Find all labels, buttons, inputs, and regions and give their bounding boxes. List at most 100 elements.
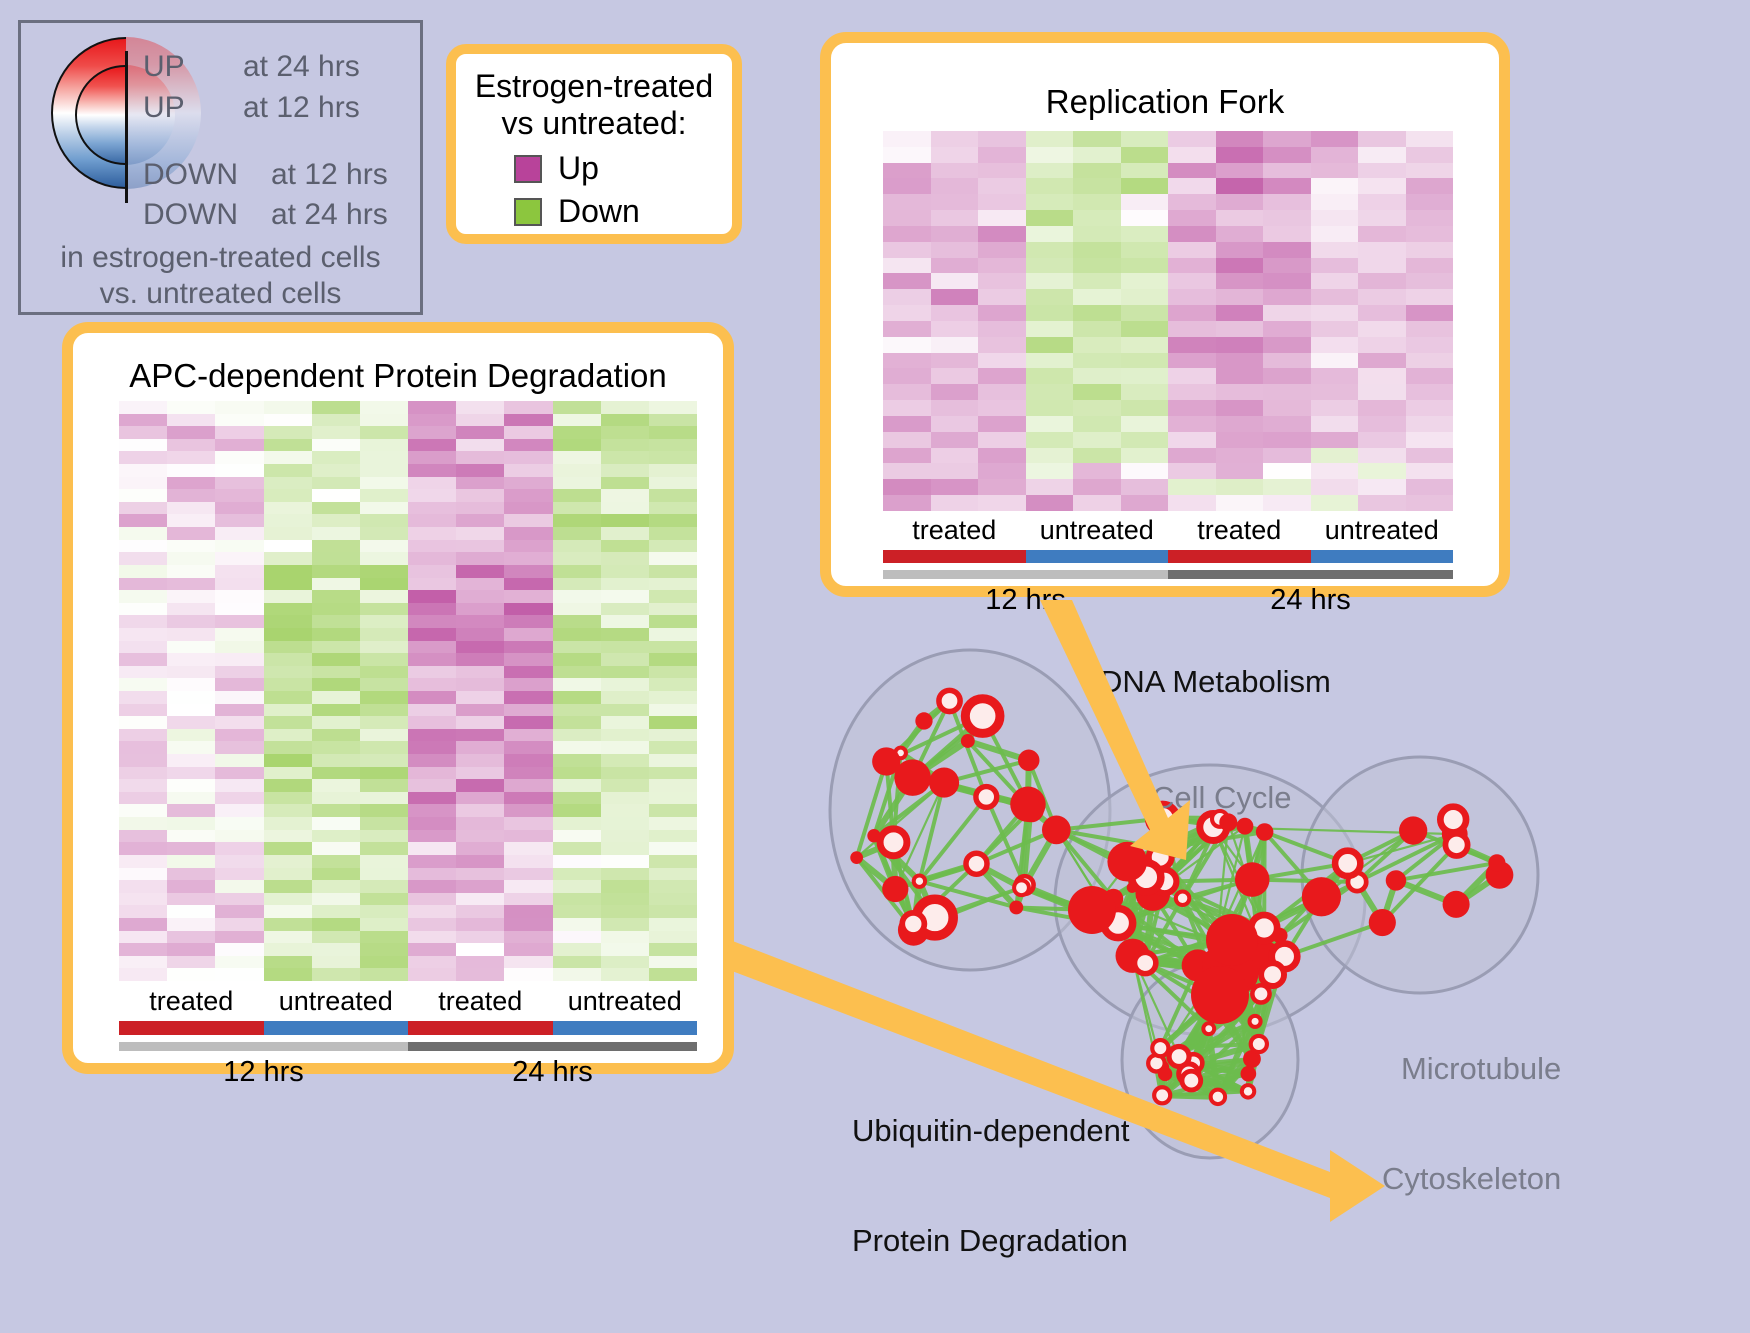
legend-row-down: Down (514, 193, 640, 230)
network-node (1440, 807, 1466, 833)
network-node (867, 829, 880, 842)
condition-segment-untreated-1 (1026, 550, 1169, 563)
network-node (894, 759, 931, 796)
panel-replication-fork: Replication Fork treated untreated treat… (820, 32, 1510, 597)
network-node (1154, 1087, 1170, 1103)
network-node (915, 712, 932, 729)
network-node (902, 913, 924, 935)
time-segment-24-hrs (408, 1042, 697, 1051)
network-node (965, 699, 1000, 734)
network-node (1302, 877, 1341, 916)
cond-label-treated-24: treated (1168, 515, 1311, 546)
network-node (1235, 862, 1270, 897)
condition-segment-untreated-1 (264, 1021, 409, 1035)
network-node (1018, 750, 1039, 771)
wheel-time-down-12: at 12 hrs (271, 158, 388, 192)
cond-label-untreated-12: untreated (264, 986, 409, 1017)
time-label-12hrs: 12 hrs (119, 1056, 408, 1089)
updown-legend-box: Estrogen-treated vs untreated: Up Down (446, 44, 742, 244)
wheel-divider (125, 51, 128, 203)
legend-row-up: Up (514, 150, 599, 187)
network-node (1206, 914, 1258, 966)
network-node (966, 853, 987, 874)
network-node (1127, 882, 1138, 893)
wheel-time-up-24: at 24 hrs (243, 50, 360, 84)
network-node (882, 876, 908, 902)
network-node (1445, 834, 1467, 856)
condition-segment-treated-2 (1168, 550, 1311, 563)
network-node (1242, 1085, 1254, 1097)
time-label-24hrs: 24 hrs (408, 1056, 697, 1089)
wheel-label-down-24: DOWN (143, 198, 238, 232)
condition-segment-untreated-3 (553, 1021, 698, 1035)
microtubule-line2: Cytoskeleton (1382, 1161, 1561, 1198)
network-node (1191, 966, 1249, 1024)
updown-legend-title: Estrogen-treated vs untreated: (456, 68, 732, 142)
cond-label-treated-12: treated (119, 986, 264, 1017)
wheel-time-down-24: at 24 hrs (271, 198, 388, 232)
panel-apc-degradation: APC-dependent Protein Degradation treate… (62, 322, 734, 1074)
network-node (1211, 1090, 1225, 1104)
network-node (914, 875, 925, 886)
network-node (1251, 1036, 1267, 1052)
panel-title-apc: APC-dependent Protein Degradation (73, 357, 723, 395)
time-segment-12-hrs (119, 1042, 408, 1051)
wheel-label-down-12: DOWN (143, 158, 238, 192)
network-node (939, 690, 960, 711)
updown-title-line1: Estrogen-treated (456, 68, 732, 105)
panel-title-replication-fork: Replication Fork (831, 83, 1499, 121)
network-node (1068, 886, 1116, 934)
heatmap-replication-fork (883, 131, 1453, 511)
network-node (880, 829, 907, 856)
network-node (961, 734, 975, 748)
network-node (1203, 1023, 1214, 1034)
network-node (1256, 823, 1274, 841)
network-node (1176, 892, 1189, 905)
network-node (1009, 901, 1023, 915)
network-node (1135, 952, 1156, 973)
wheel-label-up-24: UP (143, 50, 185, 84)
wheel-caption-line2: vs. untreated cells (21, 277, 420, 311)
cluster-label-microtubule-cytoskeleton: Microtubule Cytoskeleton (1382, 978, 1561, 1271)
network-node (850, 851, 863, 864)
condition-bar-apc (119, 1021, 697, 1035)
heatmap-apc-degradation (119, 401, 697, 981)
cond-label-untreated-12: untreated (1026, 515, 1169, 546)
network-node (929, 768, 959, 798)
condition-segment-treated-0 (119, 1021, 264, 1035)
microtubule-line1: Microtubule (1382, 1051, 1561, 1088)
down-color-swatch (514, 198, 542, 226)
network-node (1488, 854, 1505, 871)
network-node (1042, 816, 1071, 845)
cond-label-untreated-24: untreated (553, 986, 698, 1017)
network-node (1399, 816, 1427, 844)
time-segment-12-hrs (883, 570, 1168, 579)
colorwheel-legend-box: UP at 24 hrs UP at 12 hrs DOWN at 12 hrs… (18, 20, 423, 315)
condition-bar-replication-fork (883, 550, 1453, 563)
network-node (1010, 787, 1045, 822)
network-node (976, 787, 997, 808)
condition-labels-replication-fork: treated untreated treated untreated (883, 515, 1453, 546)
condition-segment-untreated-3 (1311, 550, 1454, 563)
network-node (1443, 891, 1470, 918)
network-node (1014, 880, 1029, 895)
ubiquitin-line1: Ubiquitin-dependent (852, 1113, 1130, 1150)
network-node (1261, 963, 1284, 986)
time-segment-24-hrs (1168, 570, 1453, 579)
condition-segment-treated-2 (408, 1021, 553, 1035)
time-bar-replication-fork (883, 570, 1453, 579)
cluster-label-ubiquitin-degradation: Ubiquitin-dependent Protein Degradation (852, 1040, 1130, 1333)
time-labels-apc: 12 hrs 24 hrs (119, 1056, 697, 1089)
network-node (1152, 1040, 1168, 1056)
condition-labels-apc: treated untreated treated untreated (119, 986, 697, 1017)
cond-label-treated-12: treated (883, 515, 1026, 546)
network-node (1237, 818, 1254, 835)
time-bar-apc (119, 1042, 697, 1051)
wheel-label-up-12: UP (143, 91, 185, 125)
up-color-swatch (514, 155, 542, 183)
network-node (1182, 1071, 1201, 1090)
network-node (1241, 1066, 1257, 1082)
network-node (1107, 842, 1147, 882)
network-node (1369, 909, 1396, 936)
cluster-label-dna-metabolism: DNA Metabolism (1100, 664, 1331, 701)
